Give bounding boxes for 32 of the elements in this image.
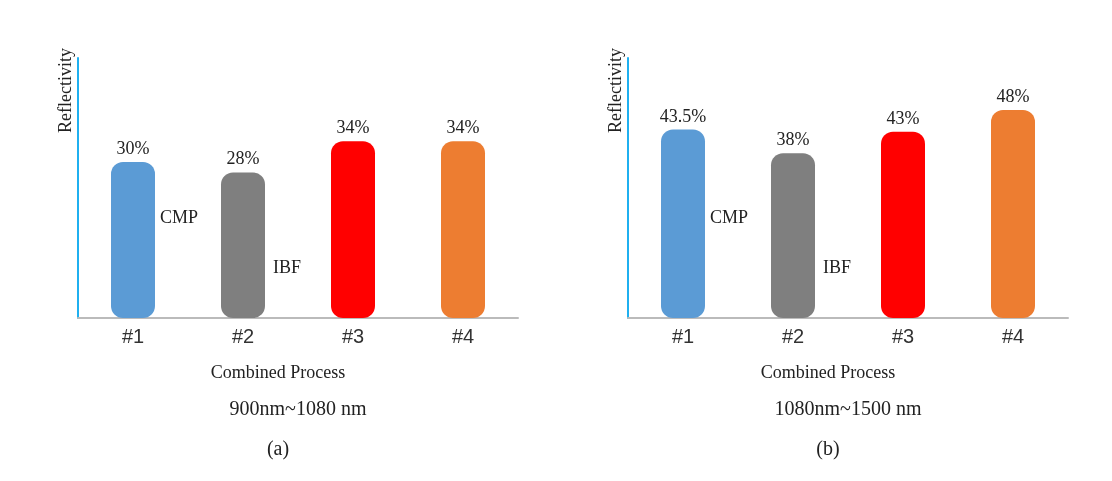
annotation: IBF [273,257,302,277]
y-axis-title: Reflectivity [605,48,625,133]
data-label: 48% [996,86,1030,106]
text: (a) [266,437,290,460]
annotation: IBF [823,257,852,277]
data-label: 34% [336,117,370,138]
x-tick-label: #3 [341,325,365,347]
text: (b) [816,437,840,460]
data-label: 34% [446,117,480,138]
x-tick-label: #1 [121,325,145,347]
annotation: CMP [160,207,199,227]
x-tick-label: #2 [231,325,255,347]
data-label: 28% [226,148,260,169]
x-tick-label: #1 [671,325,695,347]
data-label: 43.5% [659,105,707,126]
x-tick-label: #4 [1001,325,1025,347]
text: Combined Process [210,362,346,382]
x-tick-label: #3 [891,325,915,347]
bar [991,110,1035,318]
data-label: 30% [116,138,150,158]
annotation: CMP [710,207,749,227]
data-label: 38% [776,129,810,150]
text: Combined Process [760,362,896,382]
data-label: 43% [886,107,920,128]
bar [771,153,815,318]
x-tick-label: #4 [451,325,475,347]
bar [661,129,705,318]
y-axis-title: Reflectivity [55,48,75,133]
bar [881,131,925,318]
x-axis-title: 900nm~1080 nm [229,397,367,419]
x-tick-label: #2 [781,325,805,347]
x-axis-title: 1080nm~1500 nm [774,397,922,419]
